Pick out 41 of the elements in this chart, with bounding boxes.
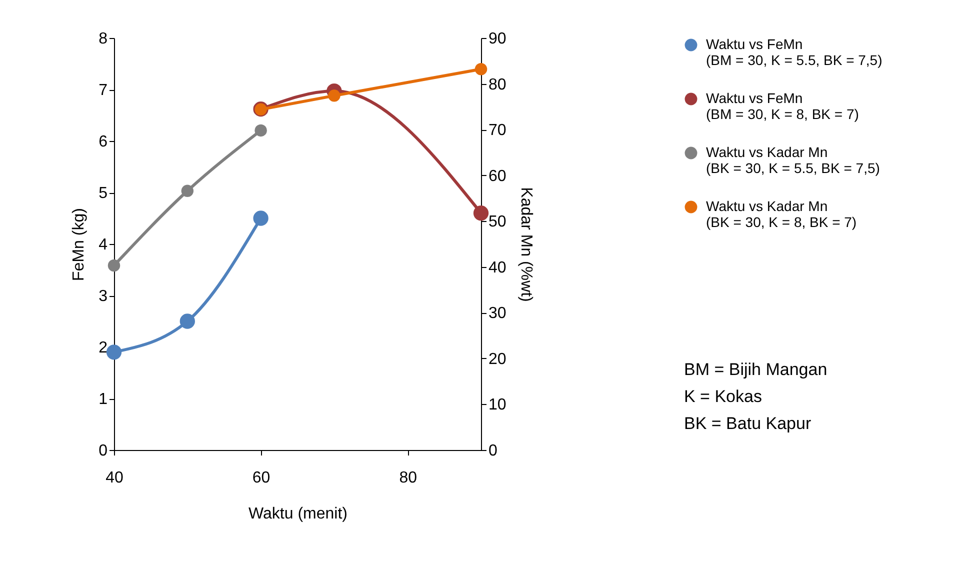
y2-tick-label: 90 — [488, 30, 506, 48]
x-tick-label: 80 — [399, 470, 418, 486]
legend-label: Waktu vs FeMn (BM = 30, K = 5.5, BK = 7,5) — [706, 36, 882, 68]
text: BK = Batu Kapur — [684, 414, 812, 433]
y2-tick-label: 50 — [488, 214, 506, 231]
point — [473, 206, 489, 221]
y-tick-label: 7 — [98, 82, 108, 99]
point — [328, 90, 340, 102]
legend-label: Waktu vs FeMn (BM = 30, K = 8, BK = 7) — [706, 90, 859, 122]
y2-tick-label: 80 — [488, 76, 506, 94]
text: K = Kokas — [684, 387, 762, 406]
y2-tick-label: 10 — [488, 396, 506, 414]
x-tick-label: 40 — [106, 470, 124, 486]
y2-tick-label: 40 — [488, 259, 506, 276]
legend-label: Waktu vs Kadar Mn (BK = 30, K = 8, BK = 7) — [706, 198, 857, 230]
y2-tick-label: 60 — [488, 168, 506, 185]
y-tick-label: 0 — [98, 442, 108, 460]
y-tick-label: 3 — [98, 288, 108, 305]
x-axis-title: Waktu (menit) — [248, 506, 348, 522]
y2-axis-title: Kadar Mn (%wt) — [517, 187, 534, 302]
text: BM = Bijih Mangan — [684, 360, 828, 379]
point — [180, 314, 195, 329]
y-tick-label: 2 — [98, 340, 108, 356]
point — [108, 259, 120, 272]
point — [474, 63, 488, 76]
y2-tick-label: 70 — [488, 122, 506, 140]
y2-tick-label: 30 — [488, 305, 506, 322]
y-tick-label: 4 — [98, 236, 108, 254]
point — [181, 184, 194, 198]
y-tick-label: 6 — [98, 134, 108, 150]
x-tick-label: 60 — [252, 470, 270, 486]
y-tick-label: 8 — [98, 30, 108, 48]
y-tick-label: 1 — [98, 391, 108, 408]
y-axis-title: FeMn (kg) — [70, 208, 88, 281]
point — [106, 344, 122, 360]
point — [253, 210, 268, 226]
legend-label: Waktu vs Kadar Mn (BK = 30, K = 5.5, BK = 7,5) — [706, 144, 880, 176]
y2-tick-label: 20 — [488, 350, 506, 368]
y-tick-label: 5 — [98, 185, 108, 202]
point — [254, 124, 267, 137]
y2-tick-label: 0 — [488, 442, 498, 460]
